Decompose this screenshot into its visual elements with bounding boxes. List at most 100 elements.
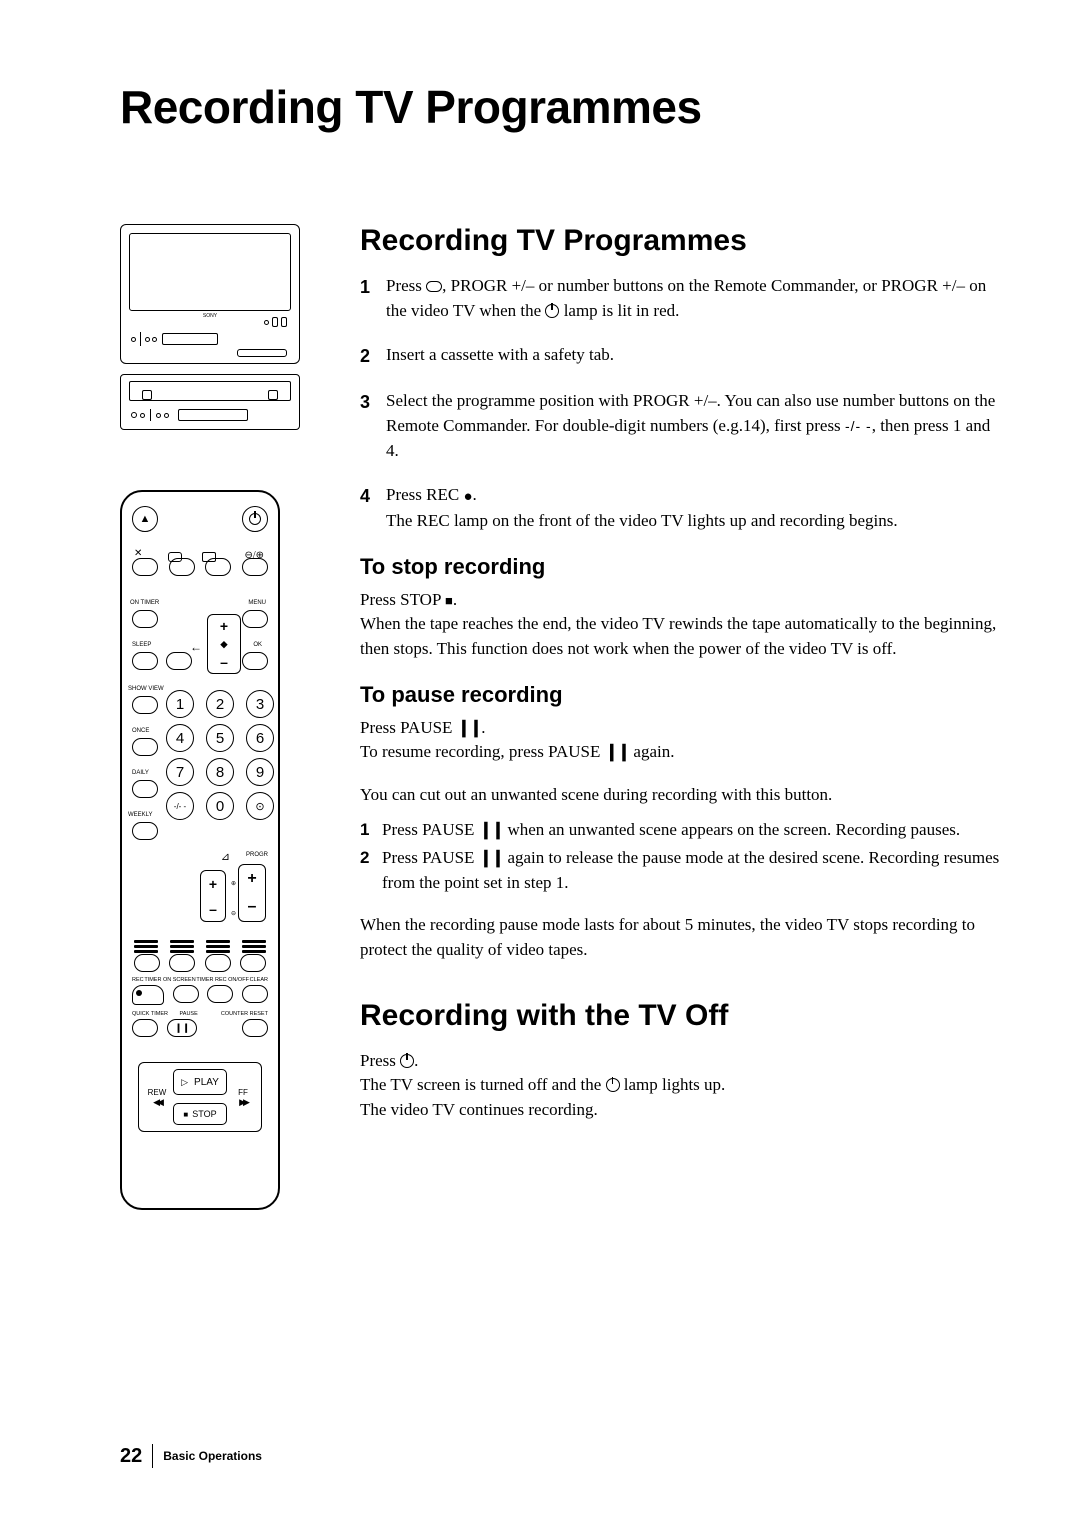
step-number: 3 [360,389,386,463]
pause-para-2: You can cut out an unwanted scene during… [360,783,1000,808]
step-text: Insert a cassette with a safety tab. [386,343,1000,369]
clear-label: CLEAR [250,977,268,983]
step-number: 2 [360,343,386,369]
ok-button [242,652,268,670]
color-bar-2 [170,940,194,953]
num-8: 8 [206,758,234,786]
timer-screen-button [173,985,199,1003]
num-2: 2 [206,690,234,718]
pause-icon: ❙❙ [479,848,504,867]
num-7: 7 [166,758,194,786]
showview-button [132,696,158,714]
page-footer: 22 Basic Operations [120,1444,262,1468]
pause-icon: ❙❙ [457,718,482,737]
counter-reset-button [242,1019,268,1037]
footer-label: Basic Operations [163,1449,262,1463]
vol-buttons: +– [200,870,226,922]
tv-brand: SONY [203,313,217,319]
weekly-button [132,822,158,840]
pause-substeps: 1 Press PAUSE ❙❙ when an unwanted scene … [360,818,1000,896]
num-4: 4 [166,724,194,752]
progr-buttons: +– [238,864,266,922]
pause-para-3: When the recording pause mode lasts for … [360,913,1000,962]
pause-label: PAUSE [180,1011,198,1017]
progr-label: PROGR [246,852,268,858]
on-timer-label: ON TIMER [130,600,159,606]
dash-glyph: -/- - [845,418,872,434]
tvoff-para: Press . The TV screen is turned off and … [360,1049,1000,1123]
footer-divider [152,1444,153,1468]
tv-screen [129,233,291,311]
rec-label: REC [132,977,144,983]
section-tvoff-title: Recording with the TV Off [360,999,1000,1033]
vcr-panel-illustration [120,374,300,430]
step-text: Press , PROGR +/– or number buttons on t… [386,274,1000,323]
page-number: 22 [120,1445,142,1468]
main-steps: 1 Press , PROGR +/– or number buttons on… [360,274,1000,534]
step-number: 4 [360,483,386,533]
ttx-3 [205,954,231,972]
counter-reset-label: COUNTER RESET [221,1011,268,1017]
menu-button [242,610,268,628]
num-6: 6 [246,724,274,752]
mute-button [132,558,158,576]
color-bar-4 [242,940,266,953]
color-bar-1 [134,940,158,953]
power-icon [606,1078,620,1092]
section-recording-title: Recording TV Programmes [360,224,1000,258]
transport-controls: ▷ PLAY ■ STOP REW FF [138,1062,262,1132]
tv-icon [426,281,442,292]
dash-button: -/- - [166,792,194,820]
ok-label: OK [253,642,262,648]
power-icon [400,1054,414,1068]
content-column: Recording TV Programmes 1 Press , PROGR … [360,224,1000,1210]
tv-controls [131,327,289,351]
showview-label: SHOW VIEW [128,686,164,692]
num-9: 9 [246,758,274,786]
rec-icon: ● [463,489,472,505]
stop-icon: ■ [445,593,453,608]
illustration-column: SONY [120,224,320,1210]
menu-label: MENU [248,600,266,606]
ttx-1 [134,954,160,972]
substep-number: 1 [360,818,382,843]
tv-illustration: SONY [120,224,300,364]
step-text: Select the programme position with PROGR… [386,389,1000,463]
num-3: 3 [246,690,274,718]
quick-timer-label: QUICK TIMER [132,1011,168,1017]
enter-button: ⊙ [246,792,274,820]
step-text: Press REC ●. The REC lamp on the front o… [386,483,1000,533]
main-layout: SONY [120,224,1000,1210]
num-5: 5 [206,724,234,752]
page-title: Recording TV Programmes [120,80,1000,134]
sleep-label: SLEEP [132,642,151,648]
once-label: ONCE [132,728,149,734]
pause-recording-title: To pause recording [360,682,1000,708]
timer-rec-button [207,985,233,1003]
pause-para-1: Press PAUSE ❙❙. To resume recording, pre… [360,716,1000,765]
quick-timer-button [132,1019,158,1037]
color-bar-3 [206,940,230,953]
ttx-4 [240,954,266,972]
on-timer-button [132,610,158,628]
stop-button: ■ STOP [173,1103,227,1125]
sleep-button [132,652,158,670]
pause-icon: ❙❙ [605,742,630,761]
substep-text: Press PAUSE ❙❙ again to release the paus… [382,846,1000,895]
eject-button: ▲ [132,506,158,532]
stop-para: Press STOP ■. When the tape reaches the … [360,588,1000,662]
power-icon [545,304,559,318]
step-number: 1 [360,274,386,323]
clear-button [242,985,268,1003]
arrow-button [166,652,192,670]
remote-illustration: ▲ ✕ ⊖/⊕ ON TIMER M [120,490,280,1210]
tv-cassette-slot [237,349,287,357]
pause-button: ❙❙ [167,1019,197,1037]
rew-button: REW [143,1077,171,1119]
substep-number: 2 [360,846,382,895]
eject-icon: ▲ [140,513,151,525]
play-button: ▷ PLAY [173,1069,227,1095]
rec-button [132,985,164,1005]
once-button [132,738,158,756]
ff-button: FF [229,1077,257,1119]
